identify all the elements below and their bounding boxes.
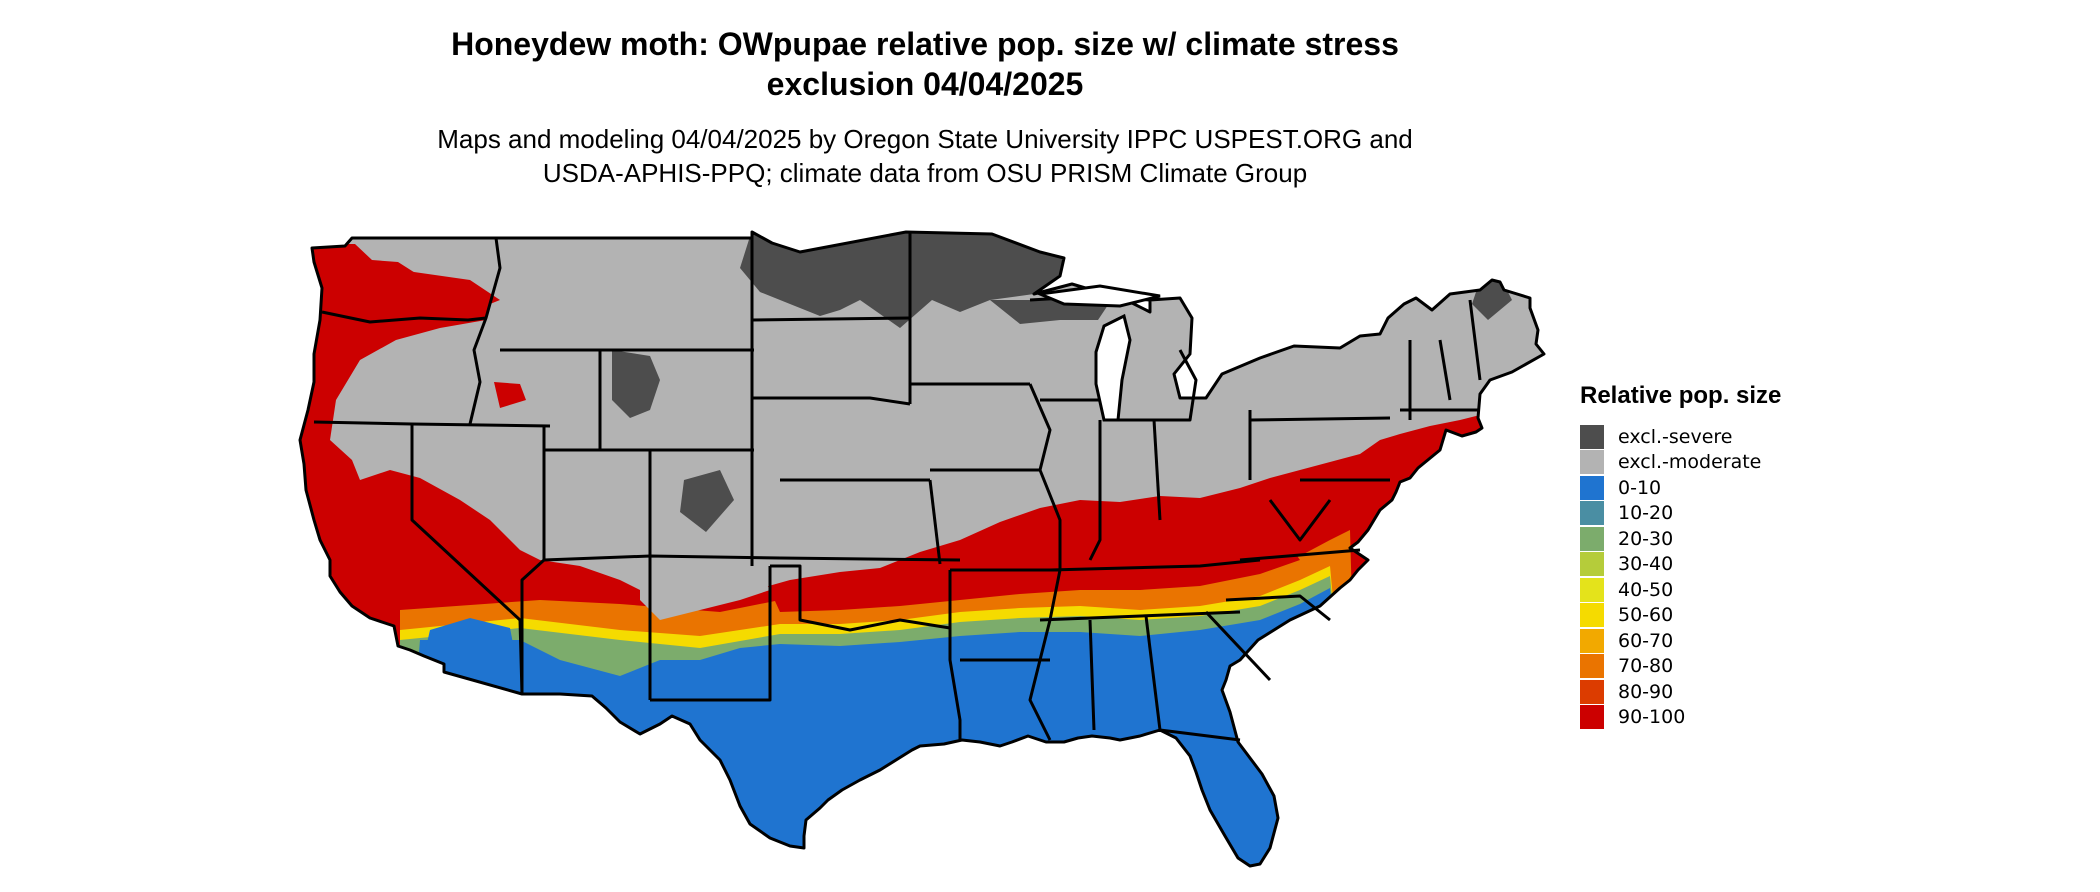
border-sd-ne [752, 396, 911, 406]
border-nv-ut-az [520, 426, 546, 694]
legend-swatch [1580, 450, 1604, 475]
legend-swatch [1580, 654, 1604, 679]
legend-swatch [1580, 679, 1604, 704]
legend-label: excl.-moderate [1618, 451, 1762, 474]
legend-swatch [1580, 705, 1604, 730]
legend-label: 70-80 [1618, 655, 1674, 678]
border-ks-ok [779, 556, 961, 562]
border-nc-sc [1225, 594, 1331, 622]
legend-swatch [1580, 628, 1604, 653]
map-subtitle-line-2: USDA-APHIS-PPQ; climate data from OSU PR… [542, 158, 1308, 188]
border-tx-nm [650, 566, 772, 702]
border-pa-ny [1249, 416, 1391, 422]
border-ms-al [1088, 619, 1096, 731]
us-outline [298, 230, 1546, 868]
legend-item: 80-90 [1580, 679, 1781, 705]
legend-label: 50-60 [1618, 604, 1674, 627]
legend-item: 90-100 [1580, 705, 1781, 731]
legend-item: excl.-moderate [1580, 450, 1781, 476]
great-lakes [1034, 284, 1161, 422]
map-legend: Relative pop. size excl.-severe excl.-mod… [1580, 382, 1781, 730]
legend-label: 10-20 [1618, 502, 1674, 525]
legend-item: 0-10 [1580, 475, 1781, 501]
legend-swatch [1580, 526, 1604, 551]
legend-item: 50-60 [1580, 603, 1781, 629]
zone-excl-severe-co [680, 470, 734, 532]
legend-label: 0-10 [1618, 476, 1662, 499]
border-in-oh [1152, 419, 1162, 521]
legend-swatch [1580, 603, 1604, 628]
border-al-ga [1144, 615, 1162, 731]
legend-label: 30-40 [1618, 553, 1674, 576]
border-ks-mo [928, 479, 942, 565]
border-vt-nh [1438, 339, 1452, 401]
zone-red-or-inland [400, 270, 500, 318]
legend-swatch [1580, 577, 1604, 602]
zone-red-tx-band [770, 546, 1300, 612]
border-wa-or [321, 310, 487, 324]
border-nh-me [1468, 299, 1482, 381]
legend-swatch [1580, 552, 1604, 577]
zone-red-id [494, 382, 526, 408]
border-id-west [468, 237, 502, 425]
border-ga-fl [1159, 728, 1241, 742]
legend-item: 30-40 [1580, 552, 1781, 578]
zone-grey-tx-panhandle [640, 560, 770, 620]
legend-items: excl.-severe excl.-moderate 0-10 10-20 20-30… [1580, 424, 1781, 730]
legend-item: excl.-severe [1580, 424, 1781, 450]
border-va-nc [1239, 548, 1361, 562]
legend-title: Relative pop. size [1580, 382, 1782, 409]
legend-item: 20-30 [1580, 526, 1781, 552]
lake-superior [1034, 284, 1161, 308]
border-ky-tn [1049, 558, 1261, 572]
legend-item: 10-20 [1580, 501, 1781, 527]
map-title: Honeydew moth: OWpupae relative pop. siz… [0, 24, 1850, 104]
lake-michigan [1094, 313, 1132, 422]
map-subtitle-line-1: Maps and modeling 04/04/2025 by Oregon S… [437, 124, 1413, 154]
legend-label: 80-90 [1618, 680, 1674, 703]
border-ok-tx [770, 564, 951, 632]
legend-label: 20-30 [1618, 527, 1674, 550]
map-subtitle: Maps and modeling 04/04/2025 by Oregon S… [0, 122, 1850, 190]
map-title-line-2: exclusion 04/04/2025 [766, 66, 1084, 102]
border-nd-sd [751, 316, 911, 322]
legend-label: excl.-severe [1618, 425, 1733, 448]
legend-swatch [1580, 475, 1604, 500]
legend-item: 40-50 [1580, 577, 1781, 603]
border-va-wv [1268, 499, 1332, 542]
legend-item: 70-80 [1580, 654, 1781, 680]
legend-item: 60-70 [1580, 628, 1781, 654]
legend-label: 60-70 [1618, 629, 1674, 652]
zone-excl-severe-wy [612, 350, 660, 418]
legend-swatch [1580, 424, 1604, 449]
border-ga-sc [1204, 610, 1272, 682]
legend-label: 40-50 [1618, 578, 1674, 601]
border-il-in [1088, 420, 1102, 561]
map-title-line-1: Honeydew moth: OWpupae relative pop. siz… [451, 26, 1399, 62]
legend-label: 90-100 [1618, 706, 1686, 729]
border-id-wy [542, 350, 602, 452]
legend-swatch [1580, 501, 1604, 526]
border-tx-la-ar [948, 570, 962, 740]
